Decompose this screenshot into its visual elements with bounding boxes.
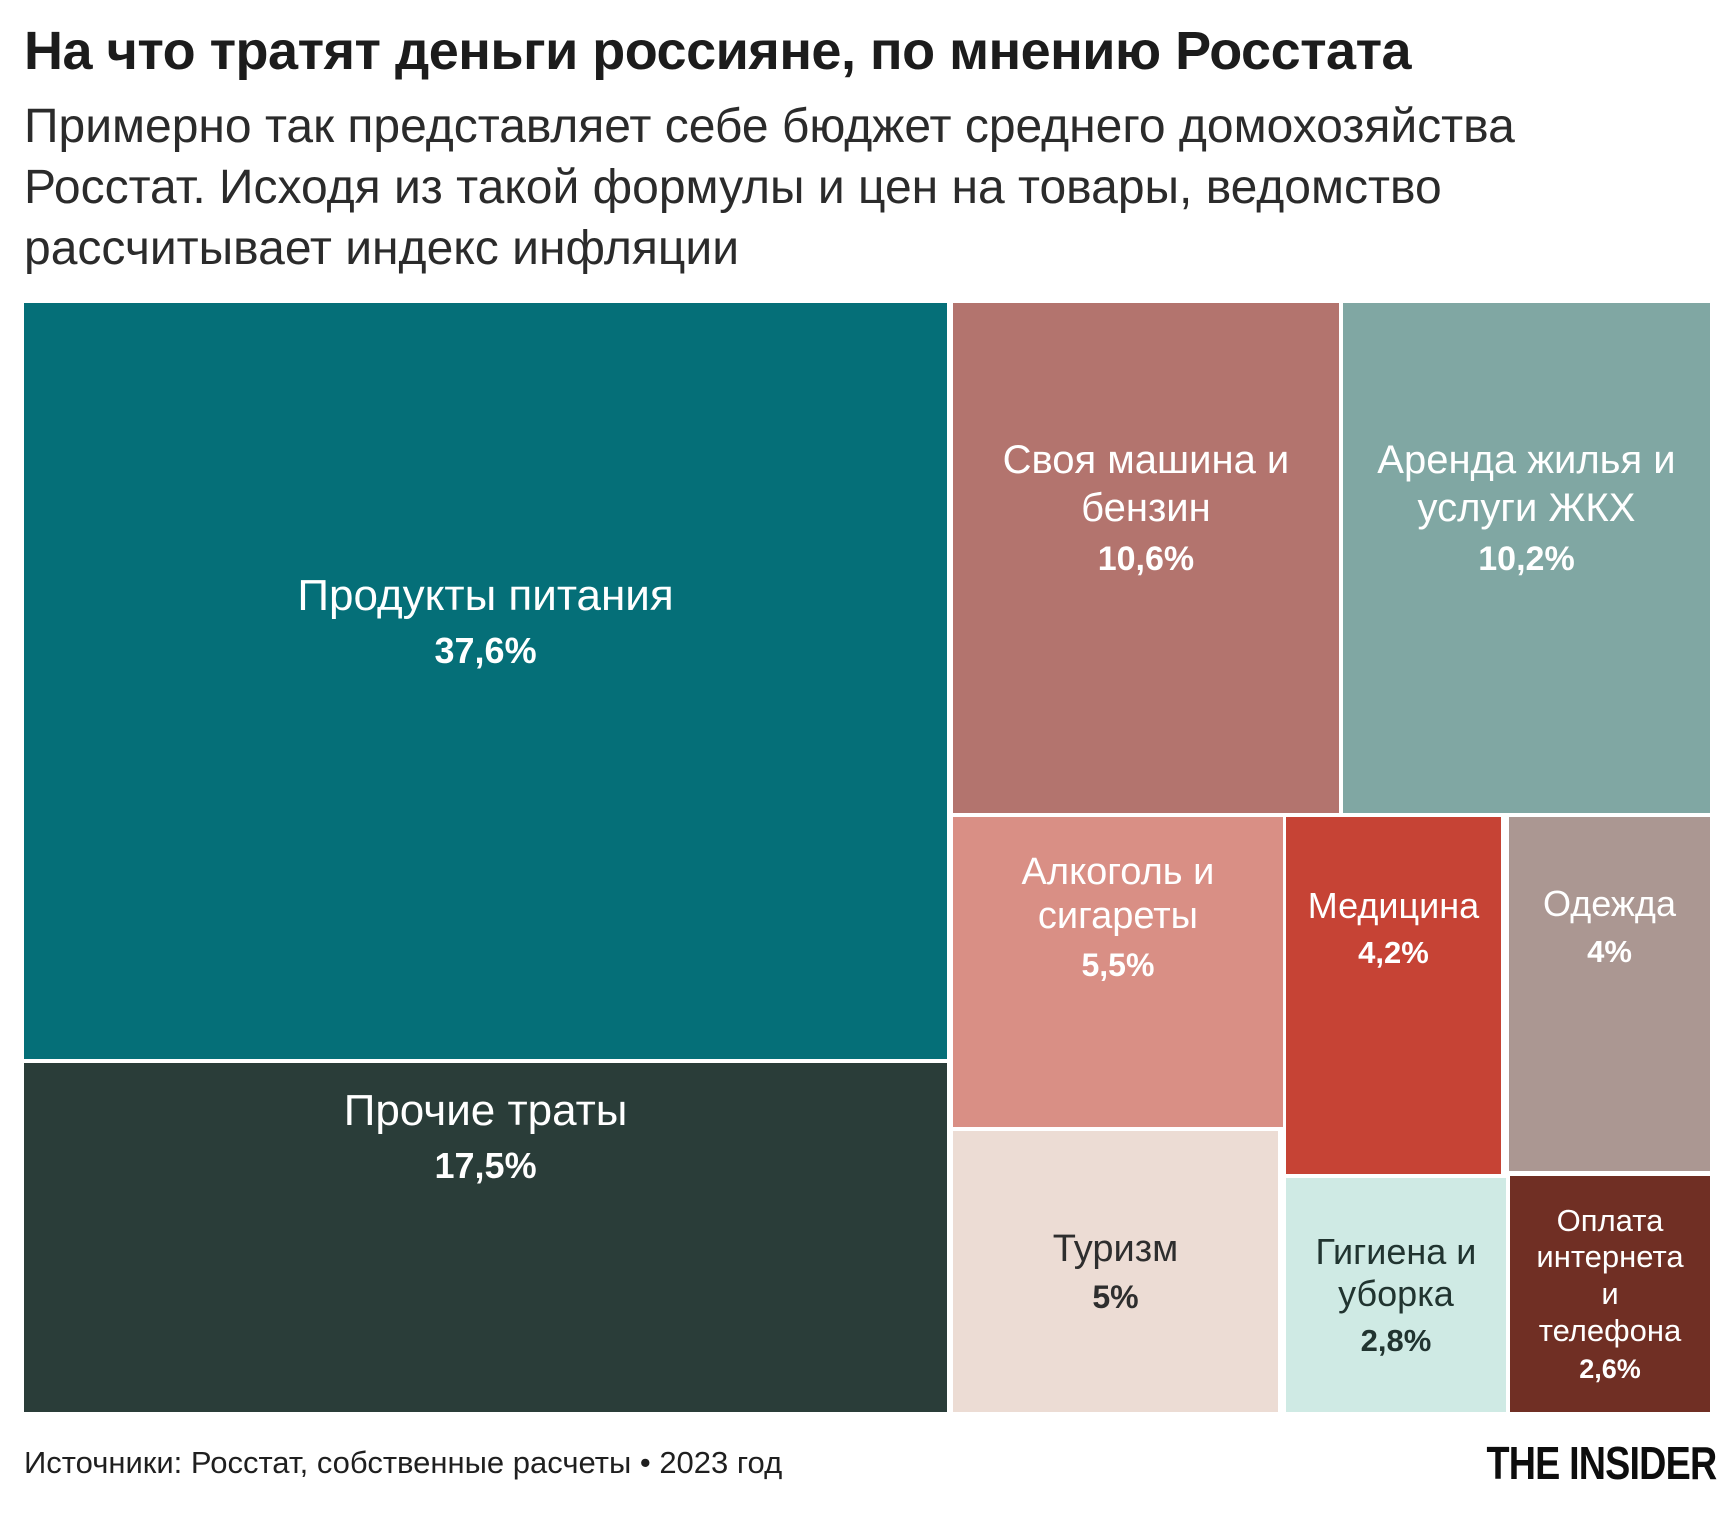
treemap-cell-medicine: Медицина 4,2% — [1285, 817, 1501, 1174]
chart-title: На что тратят деньги россияне, по мнению… — [24, 21, 1412, 81]
treemap-cell-rent-utilities: Аренда жилья и услуги ЖКХ 10,2% — [1342, 303, 1710, 814]
treemap-cell-food: Продукты питания 37,6% — [24, 303, 948, 1059]
treemap-cell-clothes: Одежда 4% — [1509, 817, 1710, 1171]
cell-label: Своя машина и бензин — [1002, 438, 1290, 530]
cell-value: 5,5% — [1081, 947, 1155, 984]
cell-value: 2,8% — [1360, 1323, 1432, 1359]
cell-value: 5% — [1092, 1279, 1139, 1316]
cell-value: 4% — [1587, 933, 1632, 969]
treemap-cell-other-spending: Прочие траты 17,5% — [24, 1062, 948, 1412]
treemap-cell-car-and-fuel: Своя машина и бензин 10,6% — [952, 303, 1339, 814]
cell-value: 2,6% — [1579, 1354, 1641, 1385]
cell-label: Прочие траты — [343, 1085, 628, 1135]
cell-value: 10,6% — [1097, 539, 1195, 578]
treemap-cell-internet-phone: Оплата интернета и телефона 2,6% — [1510, 1176, 1710, 1412]
treemap-cell-alcohol-cigarettes: Алкоголь и сигареты 5,5% — [952, 817, 1283, 1127]
cell-label: Гигиена и уборка — [1315, 1230, 1477, 1314]
chart-header: На что тратят деньги россияне, по мнению… — [24, 20, 1708, 280]
cell-label: Медицина — [1307, 884, 1480, 926]
cell-value: 37,6% — [434, 629, 537, 671]
cell-value: 4,2% — [1358, 935, 1429, 971]
cell-value: 10,2% — [1478, 539, 1575, 578]
treemap-chart: Продукты питания 37,6% Прочие траты 17,5… — [24, 303, 1710, 1412]
cell-label: Туризм — [1052, 1227, 1179, 1270]
cell-label: Алкоголь и сигареты — [1021, 850, 1215, 938]
chart-footer: Источники: Росстат, собственные расчеты … — [24, 1428, 1717, 1498]
treemap-cell-tourism: Туризм 5% — [952, 1130, 1279, 1412]
cell-value: 17,5% — [434, 1144, 537, 1186]
chart-subtitle: Примерно так представляет себе бюджет ср… — [24, 100, 1515, 276]
cell-label: Одежда — [1543, 883, 1676, 925]
cell-label: Продукты питания — [297, 571, 674, 621]
cell-label: Оплата интернета и телефона — [1536, 1202, 1684, 1348]
treemap-cell-hygiene-cleaning: Гигиена и уборка 2,8% — [1285, 1178, 1506, 1412]
the-insider-logo: THE INSIDER — [1486, 1437, 1717, 1489]
cell-label: Аренда жилья и услуги ЖКХ — [1377, 438, 1676, 530]
source-note: Источники: Росстат, собственные расчеты … — [24, 1445, 783, 1480]
